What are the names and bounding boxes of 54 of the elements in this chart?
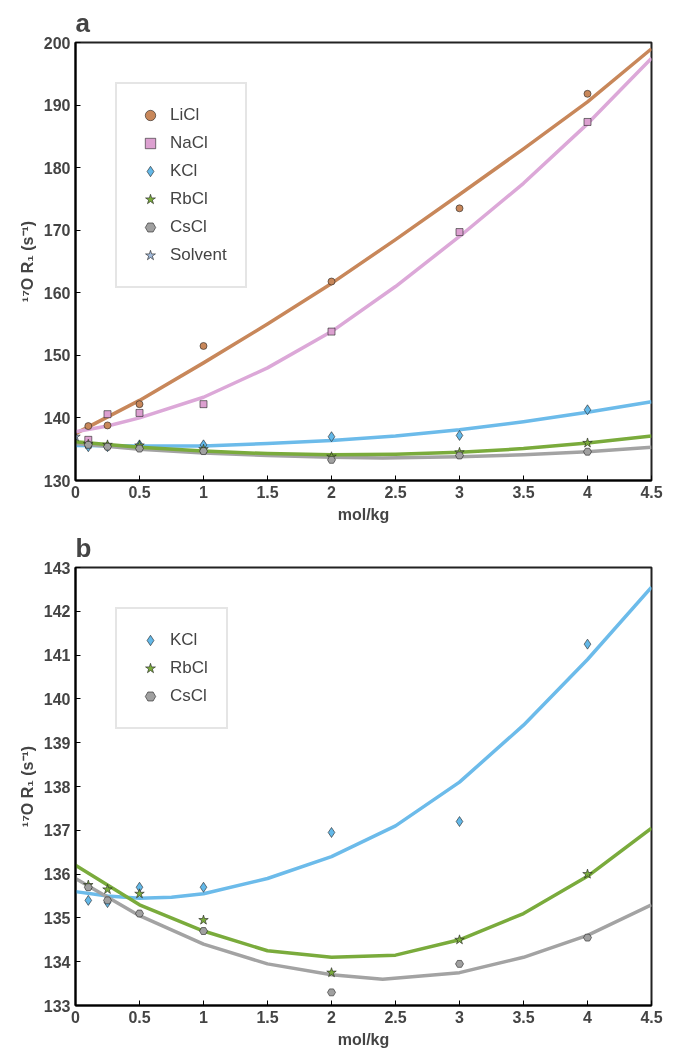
x-tick-label: 3 [455,1008,465,1026]
y-tick-label: 190 [43,97,71,115]
y-tick-label: 135 [43,909,71,927]
legend-label: KCl [170,630,198,650]
legend-label: Solvent [170,245,227,265]
y-tick-label: 142 [43,603,71,621]
y-tick-label: 136 [43,866,71,884]
x-tick-label: 0.5 [128,1008,151,1026]
legend-label: KCl [170,161,198,181]
x-axis-title: mol/kg [337,505,390,523]
y-tick-label: 141 [43,647,71,665]
x-tick-label: 1 [199,1008,209,1026]
y-tick-label: 134 [43,953,71,971]
x-tick-label: 3.5 [512,483,535,501]
x-tick-label: 1.5 [256,483,279,501]
x-axis-title: mol/kg [337,1030,390,1048]
legend-label: CsCl [170,686,207,706]
y-tick-label: 140 [43,690,71,708]
x-tick-label: 4 [583,1008,593,1026]
x-tick-label: 3 [455,483,465,501]
x-tick-label: 0 [71,483,81,501]
x-tick-label: 1.5 [256,1008,279,1026]
x-tick-label: 2 [327,483,337,501]
y-tick-label: 150 [43,347,71,365]
y-tick-label: 133 [43,997,71,1015]
x-tick-label: 2.5 [384,1008,407,1026]
x-tick-label: 2.5 [384,483,407,501]
legend-label: RbCl [170,189,208,209]
y-tick-label: 138 [43,778,71,796]
legend-label: LiCl [170,105,200,125]
x-tick-label: 0 [71,1008,81,1026]
x-tick-label: 0.5 [128,483,151,501]
y-tick-label: 200 [43,34,71,52]
legend-label: RbCl [170,658,208,678]
x-tick-label: 4.5 [640,483,663,501]
x-tick-label: 4 [583,483,593,501]
chart-title: a [75,7,91,38]
legend-label: CsCl [170,217,207,237]
x-tick-label: 4.5 [640,1008,663,1026]
chart-title: b [75,532,92,563]
y-axis-title: ¹⁷O R₁ (s⁻¹) [18,220,36,303]
legend-label: NaCl [170,133,208,153]
x-tick-label: 2 [327,1008,337,1026]
x-tick-label: 1 [199,483,209,501]
y-tick-label: 140 [43,409,71,427]
y-axis-title: ¹⁷O R₁ (s⁻¹) [18,745,36,828]
y-tick-label: 130 [43,472,71,490]
y-tick-label: 139 [43,734,71,752]
y-tick-label: 170 [43,222,71,240]
y-tick-label: 137 [43,822,71,840]
y-tick-label: 160 [43,284,71,302]
x-tick-label: 3.5 [512,1008,535,1026]
y-tick-label: 143 [43,559,71,577]
y-tick-label: 180 [43,159,71,177]
